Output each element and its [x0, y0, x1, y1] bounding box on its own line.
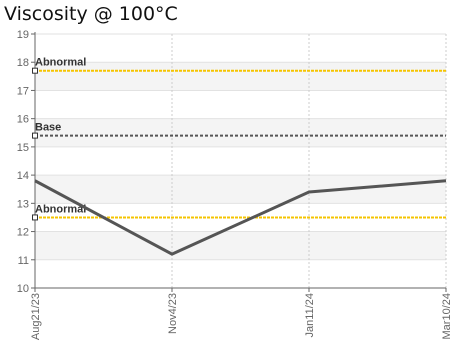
y-tick-label: 19	[17, 29, 29, 41]
x-tick-label: Jan11/24	[304, 293, 316, 337]
y-tick-label: 13	[17, 198, 29, 210]
chart-title: Viscosity @ 100°C	[4, 3, 178, 25]
grid-band	[35, 231, 446, 260]
y-tick-label: 14	[17, 170, 29, 182]
background-bands	[35, 62, 446, 260]
reference-label: Abnormal	[35, 57, 86, 69]
series-lines	[34, 179, 447, 256]
y-tick-label: 10	[17, 283, 29, 295]
reference-label: Base	[35, 122, 61, 134]
grid-band	[35, 175, 446, 204]
y-tick-label: 17	[17, 85, 29, 97]
reference-lines: Abnormal Base Abnormal	[32, 57, 446, 221]
x-tick-label: Nov4/23	[167, 293, 179, 334]
y-tick-label: 11	[18, 255, 29, 267]
axes	[31, 32, 447, 292]
reference-marker	[32, 214, 38, 221]
y-tick-label: 15	[17, 142, 29, 154]
grid-band	[35, 62, 446, 91]
tick-labels: 10 11 12 13 14 15 16 17 18 19 Aug21/23 Nov4/23 Jan11…	[17, 29, 453, 340]
grid-band	[35, 118, 446, 147]
reference-marker	[32, 67, 38, 74]
x-tick-label: Mar10/24	[441, 293, 453, 339]
x-tick-label: Aug21/23	[30, 293, 42, 340]
y-tick-label: 16	[17, 114, 29, 126]
series-line	[34, 179, 447, 256]
y-tick-label: 12	[17, 227, 29, 239]
y-tick-label: 18	[17, 57, 29, 69]
reference-marker	[32, 132, 38, 139]
reference-label: Abnormal	[35, 203, 86, 215]
